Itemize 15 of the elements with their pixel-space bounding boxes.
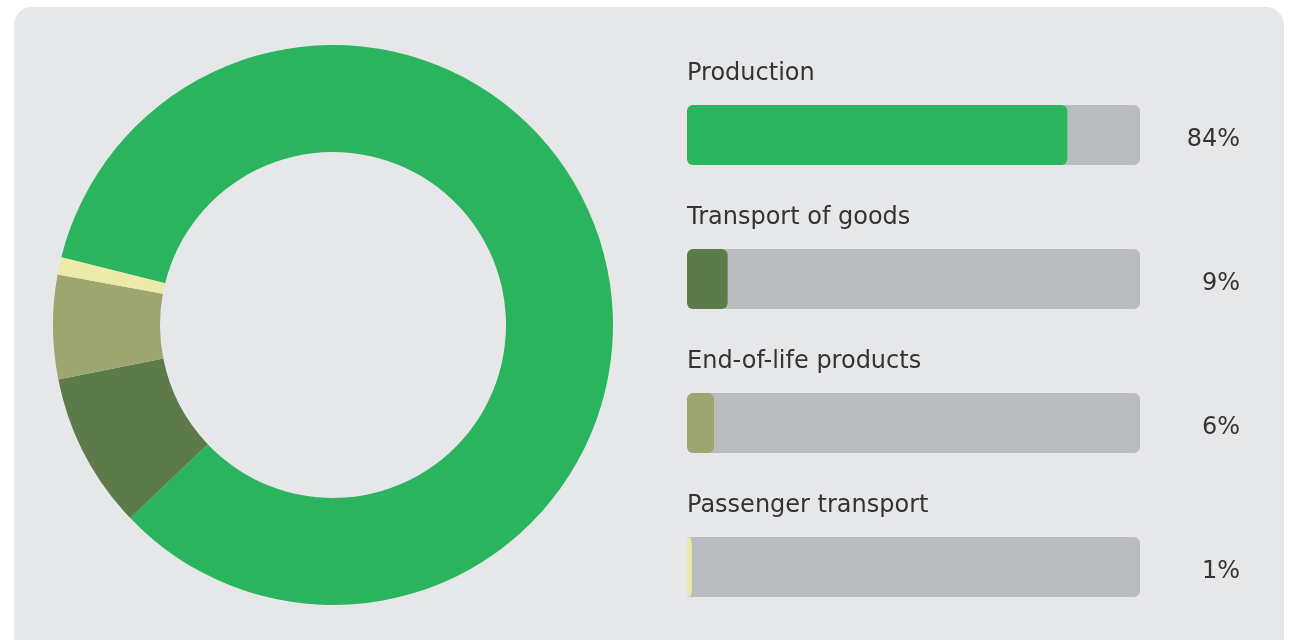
data-label: 84% bbox=[1186, 124, 1240, 152]
category-label: Transport of goods bbox=[687, 202, 911, 230]
donut-slice bbox=[58, 358, 208, 519]
data-label: 1% bbox=[1201, 556, 1240, 584]
data-label: 9% bbox=[1201, 268, 1240, 296]
category-label: Passenger transport bbox=[687, 490, 929, 518]
bar bbox=[687, 537, 692, 597]
data-label: 6% bbox=[1201, 412, 1240, 440]
category-label: Production bbox=[687, 58, 815, 86]
donut-slice bbox=[61, 45, 613, 605]
donut-slice bbox=[57, 257, 166, 294]
category-label: End-of-life products bbox=[687, 346, 922, 374]
bar bbox=[687, 393, 715, 453]
bar bbox=[687, 249, 728, 309]
donut-slice bbox=[53, 274, 164, 380]
